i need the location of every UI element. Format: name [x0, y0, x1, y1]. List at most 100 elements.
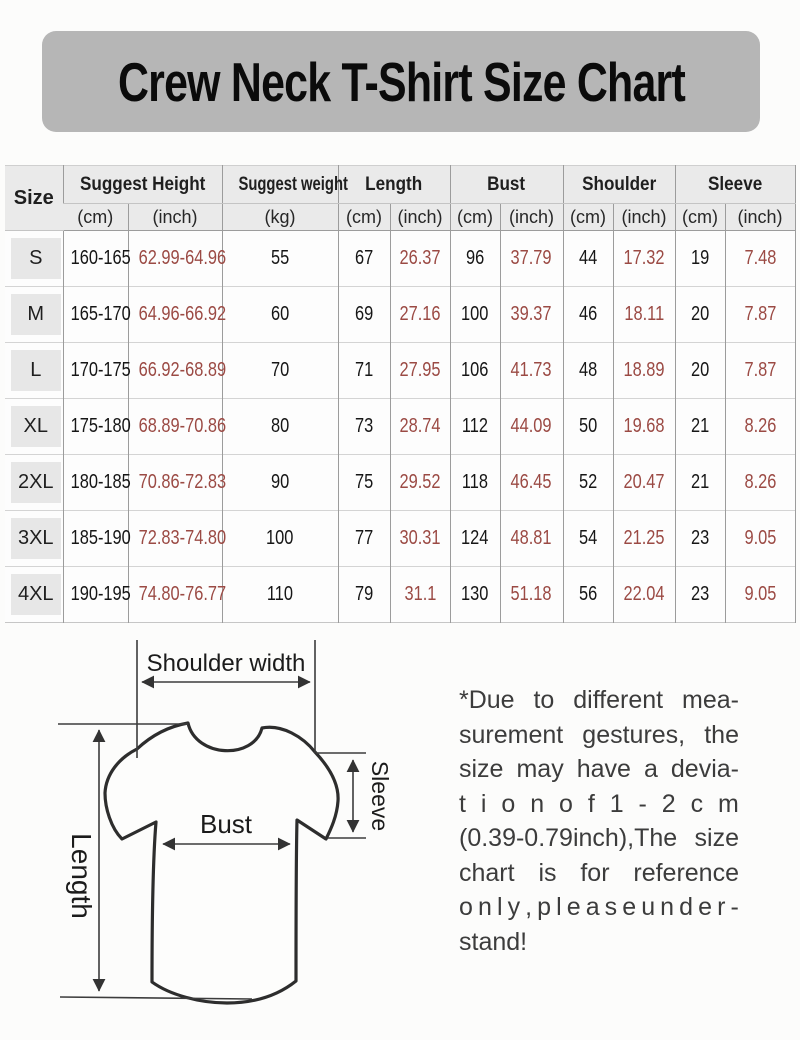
cell-length-inch: 26.37: [389, 230, 451, 287]
cell-weight-kg: 100: [221, 510, 338, 567]
col-header-size: Size: [5, 165, 63, 231]
col-header-sleeve-label: Sleeve: [707, 173, 763, 195]
cell-size: 4XL: [5, 566, 63, 623]
cell-height-cm: 180-185: [62, 454, 130, 511]
col-header-suggest-height-label: Suggest Height: [79, 173, 206, 195]
disclaimer-line: stand!: [459, 927, 528, 956]
cell-bust-cm: 124: [449, 510, 501, 567]
cell-height-inch: 70.86-72.83: [127, 454, 226, 511]
col-header-length: Length: [337, 165, 451, 204]
size-label: M: [11, 294, 61, 335]
cell-sleeve-inch: 7.87: [724, 286, 796, 343]
cell-length-cm: 67: [337, 230, 390, 287]
unit-height-inch: (inch): [127, 203, 222, 231]
cell-weight-kg: 80: [221, 398, 338, 455]
cell-length-cm: 69: [337, 286, 390, 343]
cell-shoulder-inch: 18.89: [612, 342, 676, 399]
size-chart-table: Size Suggest Height Suggest weight Lengt…: [5, 165, 796, 623]
title-banner: Crew Neck T-Shirt Size Chart: [42, 31, 760, 132]
cell-weight-kg: 90: [221, 454, 338, 511]
cell-length-inch: 27.95: [389, 342, 451, 399]
size-label: XL: [11, 406, 61, 447]
size-label: L: [11, 350, 61, 391]
length-extent-bottom: [59, 996, 253, 1000]
size-label: 2XL: [11, 462, 61, 503]
disclaimer-line: (0.39-0.79inch),The size: [459, 824, 739, 852]
cell-shoulder-cm: 44: [562, 230, 614, 287]
table-row: XL 175-180 68.89-70.86 80 73 28.74 112 44.09 50 1…: [5, 398, 796, 455]
cell-bust-inch: 46.45: [499, 454, 564, 511]
col-header-shoulder-label: Shoulder: [581, 173, 657, 195]
cell-shoulder-cm: 54: [562, 510, 614, 567]
cell-height-cm: 185-190: [62, 510, 130, 567]
unit-sleeve-cm: (cm): [674, 203, 726, 231]
cell-sleeve-cm: 21: [674, 454, 726, 511]
cell-length-cm: 75: [337, 454, 390, 511]
cell-bust-inch: 44.09: [499, 398, 564, 455]
cell-shoulder-inch: 21.25: [612, 510, 676, 567]
cell-length-cm: 79: [337, 566, 390, 623]
cell-size: 3XL: [5, 510, 63, 567]
cell-height-cm: 190-195: [62, 566, 130, 623]
table-row: 4XL 190-195 74.80-76.77 110 79 31.1 130 51.18 56…: [5, 566, 796, 623]
cell-bust-cm: 106: [449, 342, 501, 399]
tshirt-measurement-diagram: Shoulder width Length Bust Sleeve: [58, 640, 393, 1005]
cell-size: 2XL: [5, 454, 63, 511]
cell-sleeve-cm: 23: [674, 510, 726, 567]
table-row: 2XL 180-185 70.86-72.83 90 75 29.52 118 46.45 52…: [5, 454, 796, 511]
table-row: S 160-165 62.99-64.96 55 67 26.37 96 37.79 44 17.…: [5, 230, 796, 287]
col-header-suggest-height: Suggest Height: [62, 165, 222, 204]
shoulder-width-label: Shoulder width: [147, 650, 306, 677]
col-header-bust: Bust: [449, 165, 564, 204]
col-header-sleeve: Sleeve: [674, 165, 796, 204]
cell-bust-cm: 112: [449, 398, 501, 455]
cell-height-inch: 62.99-64.96: [127, 230, 226, 287]
cell-length-inch: 30.31: [389, 510, 451, 567]
cell-shoulder-inch: 19.68: [612, 398, 676, 455]
col-header-length-label: Length: [365, 173, 423, 195]
table-row: 3XL 185-190 72.83-74.80 100 77 30.31 124 48.81 5…: [5, 510, 796, 567]
unit-height-cm: (cm): [63, 203, 128, 231]
disclaimer-note: *Due to different mea- surement gestures, the…: [459, 683, 739, 959]
disclaimer-line: size may have a devia-: [459, 755, 739, 783]
cell-sleeve-inch: 9.05: [724, 566, 796, 623]
unit-bust-inch: (inch): [499, 203, 564, 231]
cell-weight-kg: 60: [221, 286, 338, 343]
cell-sleeve-cm: 21: [674, 398, 726, 455]
cell-shoulder-cm: 46: [562, 286, 614, 343]
cell-length-inch: 28.74: [389, 398, 451, 455]
cell-sleeve-inch: 7.48: [724, 230, 796, 287]
cell-shoulder-inch: 17.32: [612, 230, 676, 287]
disclaimer-line: chart is for reference: [459, 858, 739, 887]
cell-bust-cm: 130: [449, 566, 501, 623]
cell-bust-cm: 100: [449, 286, 501, 343]
cell-sleeve-cm: 20: [674, 342, 726, 399]
unit-length-inch: (inch): [389, 203, 451, 231]
cell-weight-kg: 70: [221, 342, 338, 399]
cell-sleeve-inch: 7.87: [724, 342, 796, 399]
disclaimer-line: surement gestures, the: [459, 720, 739, 749]
cell-height-inch: 72.83-74.80: [127, 510, 226, 567]
cell-weight-kg: 55: [221, 230, 338, 287]
cell-shoulder-inch: 18.11: [612, 286, 676, 343]
cell-weight-kg: 110: [221, 566, 338, 623]
page-title: Crew Neck T-Shirt Size Chart: [117, 50, 685, 113]
col-header-shoulder: Shoulder: [562, 165, 676, 204]
cell-shoulder-cm: 50: [562, 398, 614, 455]
cell-bust-inch: 48.81: [499, 510, 564, 567]
cell-length-inch: 29.52: [389, 454, 451, 511]
sleeve-label: Sleeve: [367, 761, 393, 831]
cell-height-inch: 68.89-70.86: [127, 398, 226, 455]
col-header-suggest-weight: Suggest weight: [221, 165, 347, 204]
cell-height-cm: 160-165: [62, 230, 130, 287]
cell-length-cm: 77: [337, 510, 390, 567]
cell-shoulder-inch: 22.04: [612, 566, 676, 623]
cell-sleeve-cm: 20: [674, 286, 726, 343]
cell-bust-cm: 118: [449, 454, 501, 511]
cell-height-cm: 165-170: [62, 286, 130, 343]
cell-shoulder-inch: 20.47: [612, 454, 676, 511]
header-row-units: (cm) (inch) (kg) (cm) (inch) (cm) (inch)…: [5, 203, 796, 231]
header-row-groups: Size Suggest Height Suggest weight Lengt…: [5, 165, 796, 231]
length-label: Length: [66, 833, 97, 919]
